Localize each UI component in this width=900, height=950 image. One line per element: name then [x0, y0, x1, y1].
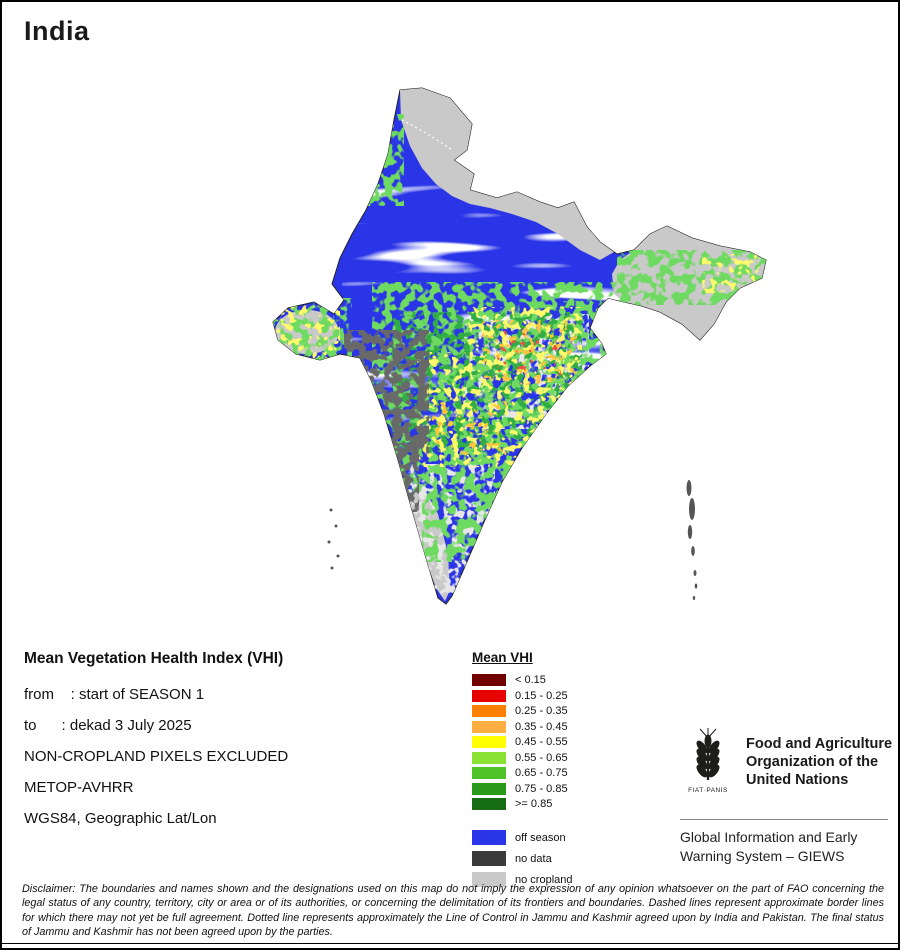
- legend-label: 0.55 - 0.65: [515, 751, 568, 764]
- fao-block: FIAT·PANIS Food and Agriculture Organiza…: [680, 728, 892, 796]
- legend-label: 0.45 - 0.55: [515, 736, 568, 748]
- legend-swatch: [472, 705, 506, 717]
- line-of-control: [401, 119, 453, 151]
- legend-swatch: [472, 872, 506, 887]
- info-line-projection: WGS84, Geographic Lat/Lon: [24, 810, 217, 827]
- map-speckle-orange: [432, 400, 507, 455]
- legend-swatch: [472, 851, 506, 866]
- disclaimer-text: Disclaimer: The boundaries and names sho…: [22, 883, 884, 939]
- legend-label: off season: [515, 831, 566, 844]
- info-line-from: from : start of SEASON 1: [24, 686, 205, 703]
- andaman-nicobar-islands: [686, 480, 698, 600]
- fao-org-name: Food and Agriculture Organization of the…: [746, 728, 892, 790]
- map-info-block: Mean Vegetation Health Index (VHI) from …: [24, 650, 288, 841]
- legend-row: 0.55 - 0.65: [472, 751, 573, 764]
- legend-label: < 0.15: [515, 674, 546, 686]
- legend-swatch: [472, 767, 506, 779]
- map-title: India: [24, 16, 90, 46]
- legend-label: no cropland: [515, 873, 573, 886]
- fao-org-line: Organization of the: [746, 753, 879, 770]
- legend-title: Mean VHI: [472, 650, 533, 665]
- legend-row: off season: [472, 830, 573, 845]
- legend-swatch: [472, 720, 506, 733]
- legend-label: 0.15 - 0.25: [515, 689, 568, 702]
- legend-swatch: [472, 689, 506, 702]
- map-speckle-yellow: [702, 254, 762, 294]
- legend-swatch: [472, 782, 506, 795]
- map-speckle-yellow: [273, 302, 340, 360]
- legend-label: 0.65 - 0.75: [515, 767, 568, 779]
- legend-row: 0.15 - 0.25: [472, 689, 573, 702]
- legend-extras: off season no data no cropland: [472, 830, 573, 887]
- legend-label: no data: [515, 852, 552, 865]
- fao-logo: FIAT·PANIS: [688, 728, 728, 794]
- legend-swatch: [472, 736, 506, 748]
- legend-label: 0.75 - 0.85: [515, 782, 568, 795]
- vhi-heading: Mean Vegetation Health Index (VHI): [24, 650, 284, 667]
- legend-row: < 0.15: [472, 674, 573, 686]
- giews-label: Global Information and Early Warning Sys…: [680, 828, 857, 866]
- legend-row: 0.25 - 0.35: [472, 705, 573, 717]
- legend-label: 0.35 - 0.45: [515, 720, 568, 733]
- legend-row: no cropland: [472, 872, 573, 887]
- info-line-to: to : dekad 3 July 2025: [24, 717, 192, 734]
- info-line-sensor: METOP-AVHRR: [24, 779, 134, 796]
- info-line-pixels: NON-CROPLAND PIXELS EXCLUDED: [24, 748, 289, 765]
- legend-label: >= 0.85: [515, 798, 553, 810]
- fao-org-line: Food and Agriculture: [746, 736, 893, 752]
- map-region-himalaya-no-cropland: [400, 88, 614, 260]
- legend-row: 0.65 - 0.75: [472, 767, 573, 779]
- legend: Mean VHI < 0.15 0.15 - 0.25 0.25 - 0.35 …: [472, 650, 573, 893]
- map-speckle-green: [346, 114, 404, 206]
- map-speckle-nodata: [374, 422, 419, 512]
- legend-row: 0.75 - 0.85: [472, 782, 573, 795]
- giews-line: Warning System – GIEWS: [680, 847, 845, 864]
- legend-label: 0.25 - 0.35: [515, 705, 568, 717]
- legend-swatch: [472, 674, 506, 686]
- fao-motto: FIAT·PANIS: [688, 787, 728, 794]
- fao-org-line: United Nations: [746, 771, 849, 788]
- bottom-rule: [2, 943, 898, 944]
- legend-row: no data: [472, 851, 573, 866]
- legend-row: 0.45 - 0.55: [472, 736, 573, 748]
- lakshadweep-islands: [327, 508, 340, 570]
- fao-divider: [680, 819, 888, 820]
- legend-swatch: [472, 798, 506, 810]
- legend-row: >= 0.85: [472, 798, 573, 810]
- wheat-ear-icon: [696, 728, 720, 780]
- giews-line: Global Information and Early: [680, 829, 858, 845]
- map-speckle-red: [497, 330, 562, 375]
- legend-swatch: [472, 751, 506, 764]
- legend-row: 0.35 - 0.45: [472, 720, 573, 733]
- legend-swatch: [472, 830, 506, 845]
